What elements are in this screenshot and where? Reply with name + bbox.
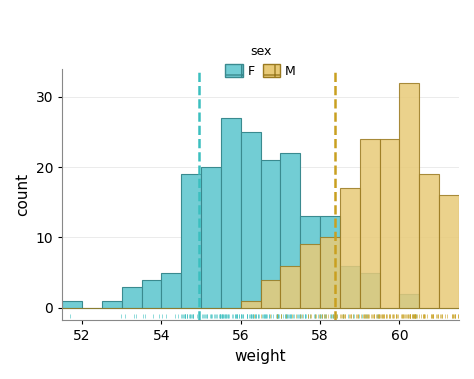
Bar	[281, 153, 301, 308]
Bar	[301, 216, 320, 308]
Bar	[320, 237, 340, 308]
Bar	[360, 273, 380, 308]
Bar	[400, 83, 419, 308]
Bar	[102, 301, 122, 308]
Bar	[122, 287, 142, 308]
Bar	[400, 294, 419, 308]
Bar	[380, 139, 400, 308]
Bar	[201, 167, 221, 308]
Bar	[142, 280, 162, 308]
Bar	[221, 118, 241, 308]
Bar	[320, 216, 340, 308]
Bar	[181, 174, 201, 308]
Bar	[261, 160, 281, 308]
Bar	[261, 280, 281, 308]
X-axis label: weight: weight	[235, 349, 286, 364]
Bar	[62, 301, 82, 308]
Bar	[419, 174, 439, 308]
Bar	[301, 244, 320, 308]
Bar	[340, 266, 360, 308]
Bar	[340, 188, 360, 308]
Bar	[360, 139, 380, 308]
Bar	[439, 195, 459, 308]
Bar	[162, 273, 181, 308]
Bar	[281, 266, 301, 308]
Legend: F, M: F, M	[220, 39, 301, 83]
Bar	[241, 301, 261, 308]
Y-axis label: count: count	[15, 173, 30, 216]
Bar	[241, 132, 261, 308]
